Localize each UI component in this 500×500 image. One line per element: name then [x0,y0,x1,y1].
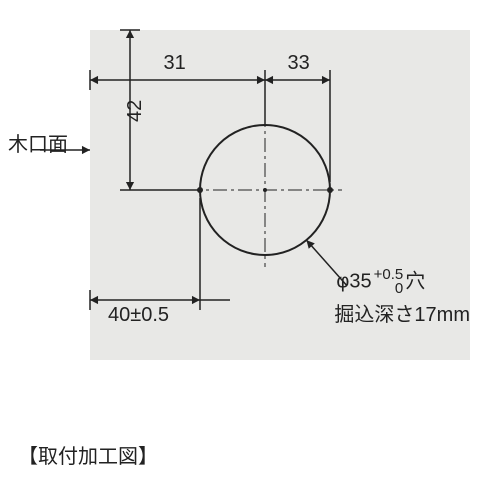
bore-depth-spec: 掘込深さ17mm [334,298,470,327]
hole-diameter-spec: φ35 +0.5 0 穴 [336,268,425,297]
edge-surface-label: 木口面 [8,128,68,157]
technical-drawing [0,0,500,500]
dim-bottom: 40±0.5 [108,304,169,327]
dim-left-vertical: 42 [124,100,147,122]
dim-top-right: 33 [288,52,310,75]
tol-lower: 0 [374,282,404,296]
figure-caption: 【取付加工図】 [18,440,158,469]
diameter-value: φ35 [336,271,371,293]
hole-suffix: 穴 [405,271,425,293]
dim-top-left: 31 [164,52,186,75]
